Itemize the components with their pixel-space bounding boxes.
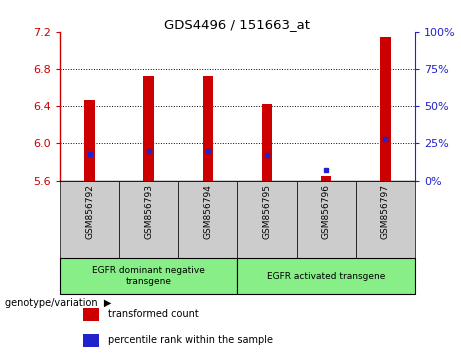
Bar xyxy=(356,181,415,258)
Text: GSM856797: GSM856797 xyxy=(381,184,390,239)
Title: GDS4496 / 151663_at: GDS4496 / 151663_at xyxy=(165,18,310,31)
Bar xyxy=(321,176,331,181)
Bar xyxy=(202,75,213,181)
Text: GSM856793: GSM856793 xyxy=(144,184,153,239)
Bar xyxy=(178,181,237,258)
Text: GSM856796: GSM856796 xyxy=(322,184,331,239)
Text: genotype/variation  ▶: genotype/variation ▶ xyxy=(5,298,111,308)
Bar xyxy=(262,104,272,181)
Bar xyxy=(60,181,119,258)
Text: percentile rank within the sample: percentile rank within the sample xyxy=(108,335,273,345)
Bar xyxy=(83,333,99,347)
Bar xyxy=(296,181,356,258)
Bar xyxy=(237,181,296,258)
Text: GSM856795: GSM856795 xyxy=(262,184,272,239)
Bar xyxy=(237,258,415,294)
Text: transformed count: transformed count xyxy=(108,309,199,319)
Bar xyxy=(143,76,154,181)
Bar xyxy=(83,308,99,321)
Text: EGFR activated transgene: EGFR activated transgene xyxy=(267,272,385,281)
Bar xyxy=(84,100,95,181)
Text: EGFR dominant negative
transgene: EGFR dominant negative transgene xyxy=(92,267,205,286)
Text: GSM856792: GSM856792 xyxy=(85,184,94,239)
Bar xyxy=(119,181,178,258)
Bar xyxy=(60,258,237,294)
Bar xyxy=(380,36,390,181)
Text: GSM856794: GSM856794 xyxy=(203,184,213,239)
